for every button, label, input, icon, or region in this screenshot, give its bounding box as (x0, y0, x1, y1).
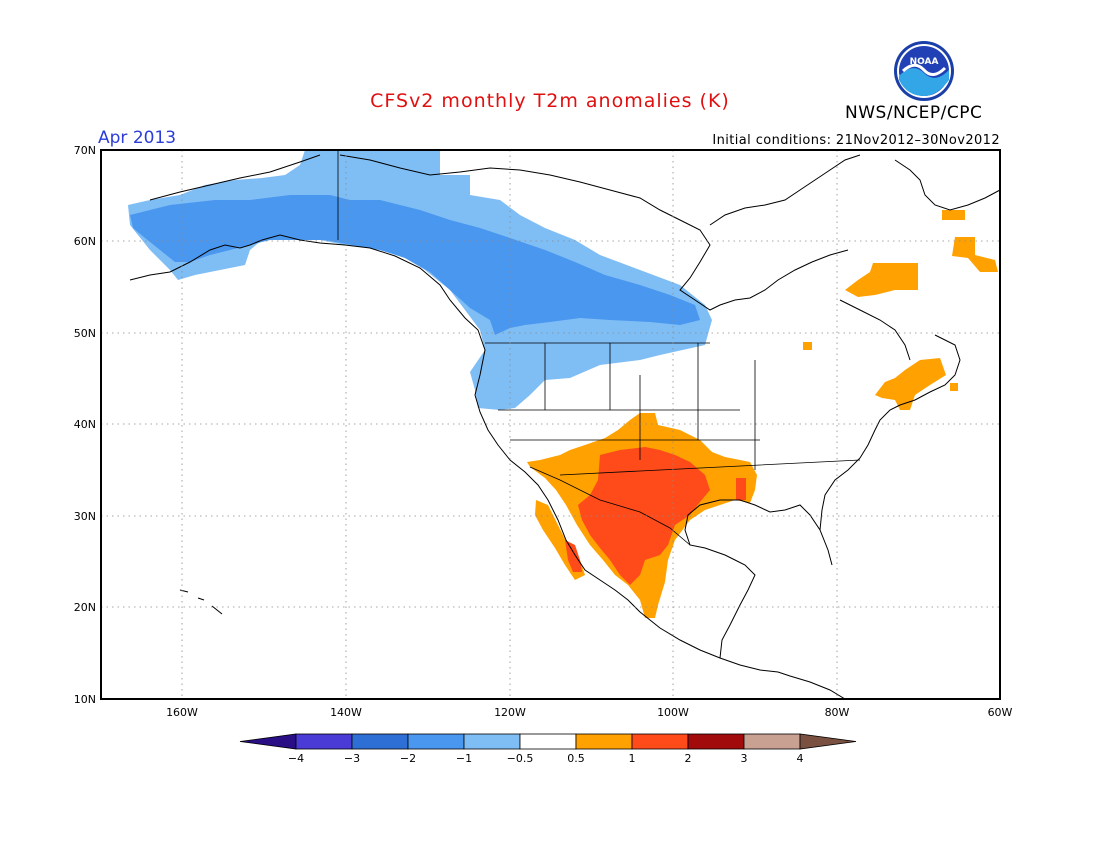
warm-anomaly-small-spot-2 (950, 383, 958, 391)
agency-label: NWS/NCEP/CPC (845, 103, 983, 123)
cold-anomaly-light-region (128, 150, 712, 410)
lon-label: 160W (166, 706, 198, 719)
warm-anomaly-southwest-core (578, 447, 710, 585)
warm-anomaly-east-coast-spot (952, 237, 998, 272)
initial-conditions-label: Initial conditions: 21Nov2012–30Nov2012 (712, 133, 1000, 148)
map-title: CFSv2 monthly T2m anomalies (K) (370, 90, 730, 112)
warm-anomaly-small-spot (803, 342, 812, 350)
lat-label: 60N (74, 235, 96, 248)
legend-arrow-right (799, 733, 857, 750)
lat-label: 30N (74, 510, 96, 523)
lon-label: 60W (988, 706, 1013, 719)
warm-anomaly-labrador-region (845, 263, 918, 297)
latitude-labels: 70N 60N 50N 40N 30N 20N 10N (74, 144, 96, 706)
lon-label: 140W (330, 706, 362, 719)
legend-swatch (463, 733, 521, 750)
legend-tick-label: −2 (400, 752, 416, 765)
legend-tick-label: 2 (685, 752, 692, 765)
legend-arrow-left (239, 733, 297, 750)
lat-label: 20N (74, 601, 96, 614)
legend-swatch (575, 733, 633, 750)
legend-tick-label: 0.5 (567, 752, 585, 765)
warm-anomaly-newengland-region (875, 358, 946, 410)
legend-tick-label: 1 (629, 752, 636, 765)
map-frame (100, 149, 1001, 700)
legend-tick-label: −4 (288, 752, 304, 765)
lat-label: 70N (74, 144, 96, 157)
logo-text: NOAA (910, 57, 939, 67)
legend-swatch (631, 733, 689, 750)
lon-label: 80W (825, 706, 850, 719)
noaa-logo-icon: NOAA (894, 41, 954, 101)
valid-month-label: Apr 2013 (98, 128, 177, 148)
legend-swatch (295, 733, 353, 750)
legend-swatch (519, 733, 577, 750)
color-legend: −4 −3 −2 −1 −0.5 0.5 1 2 3 4 (239, 733, 857, 765)
legend-tick-label: 3 (741, 752, 748, 765)
legend-tick-label: −3 (344, 752, 360, 765)
warm-anomaly-coast-core (565, 540, 582, 572)
legend-swatch (687, 733, 745, 750)
lat-label: 50N (74, 327, 96, 340)
gridlines (101, 150, 1000, 699)
longitude-labels: 160W 140W 120W 100W 80W 60W (166, 706, 1012, 719)
lon-label: 120W (494, 706, 526, 719)
warm-anomaly-gulf-spot (736, 478, 746, 500)
lat-label: 10N (74, 693, 96, 706)
anomaly-shading (128, 150, 998, 618)
warm-anomaly-greenland-spot (942, 210, 965, 220)
legend-tick-label: −1 (456, 752, 472, 765)
legend-tick-label: −0.5 (507, 752, 534, 765)
legend-swatch (743, 733, 801, 750)
legend-swatch (407, 733, 465, 750)
legend-tick-label: 4 (797, 752, 804, 765)
coastlines (129, 154, 1000, 699)
legend-swatch (351, 733, 409, 750)
lat-label: 40N (74, 418, 96, 431)
cold-anomaly-mid-region (130, 195, 700, 335)
lon-label: 100W (657, 706, 689, 719)
